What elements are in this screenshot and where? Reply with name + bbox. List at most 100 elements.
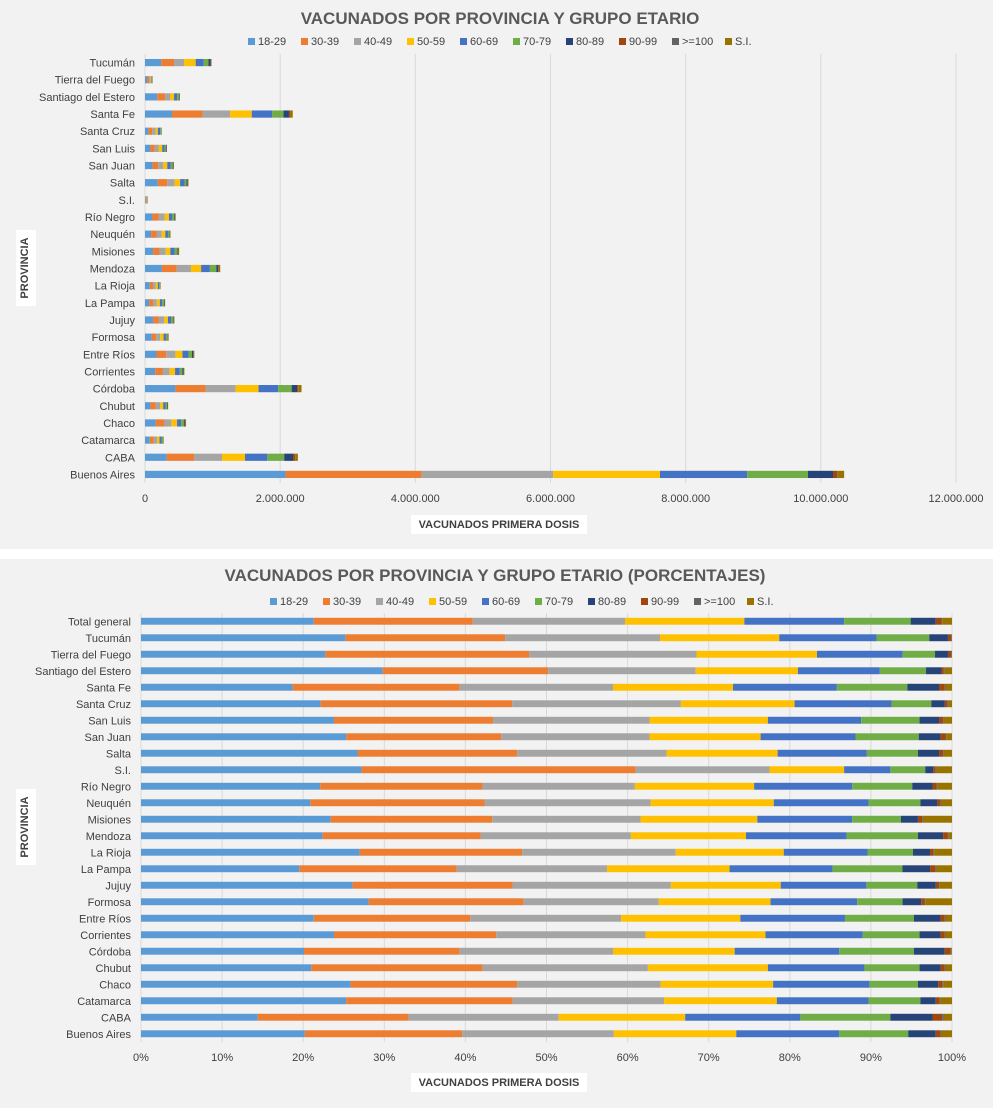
bar-row-tierra-del-fuego <box>145 76 153 83</box>
bar-segment-18-29 <box>145 334 152 341</box>
x-tick-label: 10% <box>211 1052 233 1064</box>
bar-segment-40-49 <box>522 849 676 856</box>
bar-row-caba <box>141 1014 952 1021</box>
bar-segment-s-i <box>941 997 952 1004</box>
x-axis-title: VACUNADOS PRIMERA DOSIS <box>419 1077 580 1089</box>
bar-segment-60-69 <box>160 299 162 306</box>
bar-segment-30-39 <box>311 964 482 971</box>
bar-segment-90-99 <box>948 634 951 641</box>
bar-segment-50-59 <box>681 700 795 707</box>
y-category-label: Santiago del Estero <box>39 92 135 104</box>
bar-segment-s-i <box>185 419 186 426</box>
bar-segment-30-39 <box>331 816 492 823</box>
bar-segment-40-49 <box>202 110 230 117</box>
bar-row-chaco <box>141 981 952 988</box>
bar-segment-90-99 <box>941 931 945 938</box>
bar-row-misiones <box>145 248 179 255</box>
bar-segment-60-69 <box>754 783 852 790</box>
bar-segment-18-29 <box>141 997 346 1004</box>
y-category-label: Río Negro <box>81 781 131 793</box>
bar-segment-50-59 <box>648 964 768 971</box>
x-tick-label: 2.000.000 <box>256 493 305 505</box>
bar-segment-18-29 <box>145 162 152 169</box>
bar-segment-30-39 <box>304 948 460 955</box>
bar-segment-70-79 <box>166 334 167 341</box>
bar-segment-30-39 <box>258 1014 409 1021</box>
bar-segment-18-29 <box>145 299 149 306</box>
bar-segment-50-59 <box>184 59 195 66</box>
bar-segment-70-79 <box>903 651 935 658</box>
legend-swatch-90-99 <box>619 38 626 45</box>
chart-title: VACUNADOS POR PROVINCIA Y GRUPO ETARIO <box>301 9 700 28</box>
x-tick-label: 60% <box>617 1052 639 1064</box>
bar-segment-30-39 <box>334 717 493 724</box>
bar-segment-30-39 <box>299 865 456 872</box>
x-tick-label: 4.000.000 <box>391 493 440 505</box>
y-category-label: Tierra del Fuego <box>55 75 135 87</box>
bar-segment-30-39 <box>149 299 153 306</box>
y-category-label: Salta <box>110 178 136 190</box>
bar-segment-40-49 <box>156 334 160 341</box>
bar-segment-70-79 <box>857 898 902 905</box>
bar-segment-18-29 <box>145 128 148 135</box>
bar-segment-90-99 <box>833 471 837 478</box>
bar-segment-60-69 <box>183 351 189 358</box>
y-category-label: La Pampa <box>85 298 136 310</box>
bar-segment-70-79 <box>869 981 918 988</box>
bar-segment-80-89 <box>173 316 174 323</box>
legend-swatch-40-49 <box>354 38 361 45</box>
bar-segment-60-69 <box>201 265 210 272</box>
bar-segment-50-59 <box>156 282 158 289</box>
bar-segment-30-39 <box>152 213 158 220</box>
bar-segment-30-39 <box>157 93 165 100</box>
bar-segment-60-69 <box>768 964 865 971</box>
legend-label-gte-100: >=100 <box>682 36 713 48</box>
bar-segment-90-99 <box>936 997 940 1004</box>
bar-segment-50-59 <box>160 334 163 341</box>
bar-segment-60-69 <box>160 436 162 443</box>
legend-label-s-i: S.I. <box>757 596 774 608</box>
bar-segment-18-29 <box>145 316 153 323</box>
legend-label-90-99: 90-99 <box>651 596 679 608</box>
bar-segment-50-59 <box>236 385 259 392</box>
bar-segment-18-29 <box>141 799 310 806</box>
bar-segment-80-89 <box>174 213 175 220</box>
bar-segment-90-99 <box>918 816 922 823</box>
bar-segment-70-79 <box>864 964 919 971</box>
bar-segment-50-59 <box>770 766 845 773</box>
bar-segment-40-49 <box>167 179 174 186</box>
bar-segment-80-89 <box>173 162 174 169</box>
bar-segment-60-69 <box>771 898 858 905</box>
bar-segment-90-99 <box>936 882 939 889</box>
y-category-label: Neuquén <box>86 798 131 810</box>
bar-segment-50-59 <box>157 299 160 306</box>
bar-row-mendoza <box>141 832 952 839</box>
bar-segment-60-69 <box>163 402 165 409</box>
legend-swatch-s-i <box>725 38 732 45</box>
bar-segment-70-79 <box>863 931 920 938</box>
y-category-label: Río Negro <box>85 212 135 224</box>
bar-row-buenos-aires <box>141 1030 952 1037</box>
bar-row-formosa <box>145 334 169 341</box>
y-category-label: Santa Cruz <box>80 126 135 138</box>
bar-segment-60-69 <box>817 651 903 658</box>
bar-segment-70-79 <box>837 684 908 691</box>
bar-segment-80-89 <box>920 964 941 971</box>
y-category-label: San Luis <box>88 715 131 727</box>
bar-segment-40-49 <box>154 436 157 443</box>
bar-segment-50-59 <box>222 454 245 461</box>
bar-segment-80-89 <box>929 634 948 641</box>
bar-segment-80-89 <box>183 368 184 375</box>
bar-segment-70-79 <box>185 179 187 186</box>
bar-segment-80-89 <box>918 750 939 757</box>
legend-swatch-50-59 <box>429 598 436 605</box>
bar-segment-40-49 <box>460 684 613 691</box>
bar-segment-30-39 <box>321 700 513 707</box>
bar-segment-50-59 <box>160 402 163 409</box>
bar-segment-30-39 <box>161 59 174 66</box>
bar-segment-40-49 <box>529 651 696 658</box>
bar-segment-s-i <box>942 618 952 625</box>
bar-segment-80-89 <box>292 385 297 392</box>
bar-segment-90-99 <box>933 766 935 773</box>
